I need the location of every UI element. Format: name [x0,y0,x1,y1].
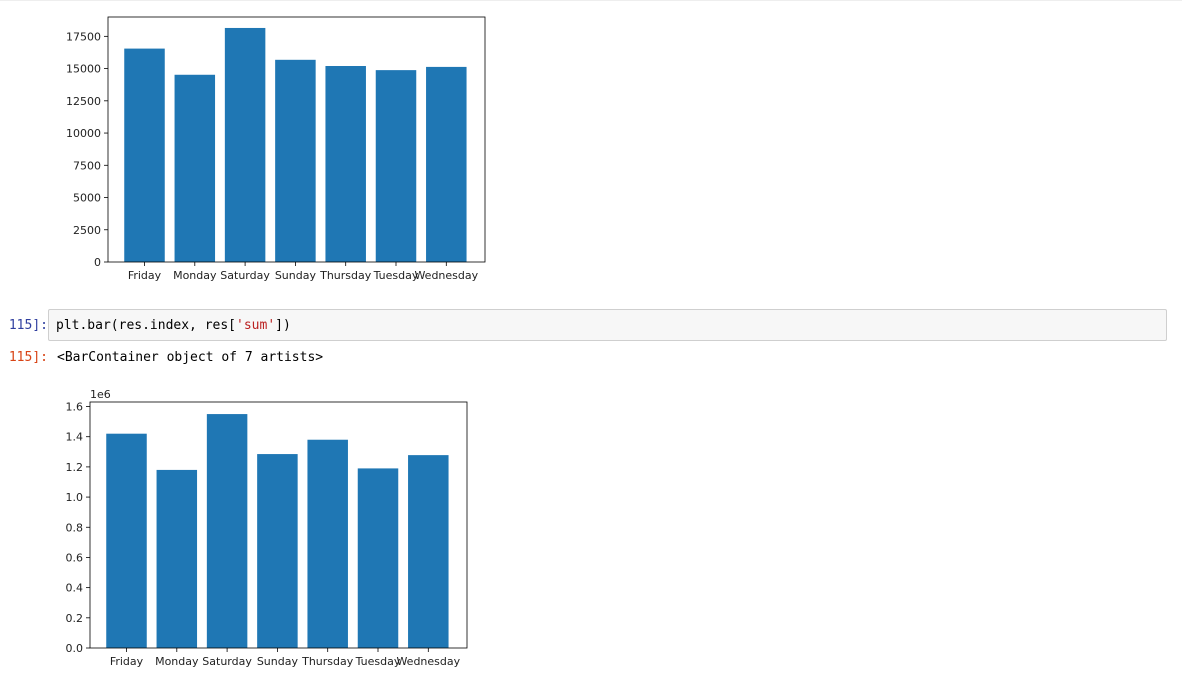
cell-output-prompt: 115]: [8,350,48,365]
y-tick-label: 5000 [73,192,101,205]
x-tick-label: Sunday [257,655,299,668]
y-tick-label: 10000 [66,127,101,140]
bar-tuesday [357,468,399,648]
bar-monday [156,469,198,648]
y-tick-label: 0.6 [66,551,84,564]
bar-wednesday [426,66,467,262]
y-tick-label: 17500 [66,30,101,43]
y-tick-label: 1.0 [66,491,84,504]
y-offset-label: 1e6 [90,388,111,401]
y-tick-label: 1.2 [66,461,84,474]
x-tick-label: Thursday [319,269,372,282]
bar-sunday [257,454,298,648]
x-tick-label: Tuesday [373,269,419,282]
cell-input-prompt: 115]: [8,318,48,333]
bar-thursday [325,66,366,262]
y-tick-label: 0.2 [66,612,84,625]
code-string-arg: 'sum' [236,318,276,333]
x-tick-label: Sunday [275,269,317,282]
bar-tuesday [375,70,417,262]
code-suffix: ]) [275,318,291,333]
bar-monday [174,74,216,262]
x-tick-label: Saturday [202,655,252,668]
bar-friday [106,433,147,648]
y-tick-label: 0.0 [66,642,84,655]
cell-output-text: <BarContainer object of 7 artists> [57,350,324,365]
x-tick-label: Thursday [301,655,354,668]
weekday-bar-chart-1: 0 2500 5000 7500 10000 12500 15000 17500 Friday M… [66,16,486,282]
y-tick-label: 0.8 [66,521,84,534]
code-prefix: plt.bar(res.index, res[ [56,318,237,333]
bar-thursday [307,439,348,648]
x-tick-label: Wednesday [396,655,460,668]
bar-sunday [275,59,316,262]
bar-saturday [224,27,266,262]
y-tick-label: 15000 [66,63,101,76]
top-divider [0,0,1182,1]
bar-wednesday [408,455,449,648]
code-cell[interactable]: plt.bar(res.index, res['sum']) [48,309,1167,341]
y-tick-label: 0 [94,256,101,269]
bar-saturday [206,414,248,648]
y-tick-label: 12500 [66,95,101,108]
x-tick-label: Friday [110,655,144,668]
plot-frame [89,401,468,649]
x-tick-label: Monday [155,655,199,668]
x-tick-label: Monday [173,269,217,282]
plot-frame [107,16,486,263]
x-tick-label: Friday [128,269,162,282]
y-tick-label: 1.6 [66,401,84,414]
x-tick-label: Saturday [220,269,270,282]
y-tick-label: 1.4 [66,431,84,444]
code-text[interactable]: plt.bar(res.index, res['sum']) [56,318,291,333]
x-tick-label: Wednesday [414,269,478,282]
y-tick-label: 0.4 [66,582,84,595]
y-tick-label: 2500 [73,224,101,237]
x-tick-label: Tuesday [355,655,401,668]
y-tick-label: 7500 [73,159,101,172]
bar-friday [124,48,165,263]
